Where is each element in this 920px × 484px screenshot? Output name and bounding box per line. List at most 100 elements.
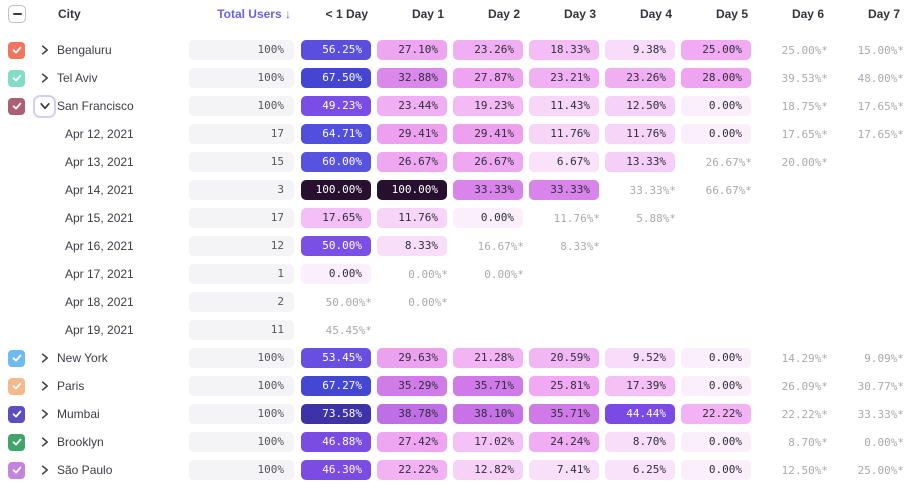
- retention-value-pill[interactable]: 73.58%: [301, 404, 371, 424]
- retention-value-pill[interactable]: 44.44%: [605, 404, 675, 424]
- retention-day-cell: 48.00%*: [833, 64, 909, 92]
- retention-value-pill[interactable]: 22.22%: [377, 460, 447, 480]
- column-header-day4[interactable]: Day 4: [639, 7, 672, 21]
- retention-value-pill[interactable]: 33.33%: [453, 180, 523, 200]
- row-checkbox[interactable]: [8, 405, 25, 423]
- retention-value-pill[interactable]: 46.88%: [301, 432, 371, 452]
- retention-value-pill[interactable]: 25.00%: [681, 40, 751, 60]
- retention-value-pill[interactable]: 29.41%: [453, 124, 523, 144]
- retention-value-pill[interactable]: 0.00%: [681, 432, 751, 452]
- column-header-lt1day[interactable]: < 1 Day: [325, 7, 368, 21]
- retention-value-pill[interactable]: 24.24%: [529, 432, 599, 452]
- column-header-day1[interactable]: Day 1: [411, 7, 444, 21]
- collapse-row-button[interactable]: [33, 94, 56, 118]
- retention-value-pill[interactable]: 9.52%: [605, 348, 675, 368]
- retention-value-pill[interactable]: 8.33%: [377, 236, 447, 256]
- retention-value-pill[interactable]: 18.33%: [529, 40, 599, 60]
- row-checkbox[interactable]: [8, 97, 25, 115]
- retention-value-pill[interactable]: 0.00%: [681, 348, 751, 368]
- retention-value-pill[interactable]: 27.87%: [453, 68, 523, 88]
- expand-row-button[interactable]: [37, 70, 53, 86]
- retention-value-pill[interactable]: 23.26%: [605, 68, 675, 88]
- retention-value-pill[interactable]: 12.82%: [453, 460, 523, 480]
- retention-value-pill[interactable]: 25.81%: [529, 376, 599, 396]
- retention-value-pill[interactable]: 17.65%: [301, 208, 371, 228]
- retention-value-pill[interactable]: 23.44%: [377, 96, 447, 116]
- retention-value-pill[interactable]: 35.71%: [453, 376, 523, 396]
- retention-value-pill[interactable]: 0.00%: [681, 376, 751, 396]
- retention-value-pill[interactable]: 29.63%: [377, 348, 447, 368]
- row-checkbox[interactable]: [8, 433, 25, 451]
- retention-value-pill[interactable]: 11.76%: [377, 208, 447, 228]
- retention-value-pill[interactable]: 49.23%: [301, 96, 371, 116]
- retention-value-pill[interactable]: 38.78%: [377, 404, 447, 424]
- row-checkbox[interactable]: [8, 377, 25, 395]
- retention-value-pill[interactable]: 100.00%: [377, 180, 447, 200]
- checkbox-cell: [8, 148, 32, 176]
- column-header-day3[interactable]: Day 3: [563, 7, 596, 21]
- retention-value-pill[interactable]: 19.23%: [453, 96, 523, 116]
- retention-value-pill[interactable]: 35.29%: [377, 376, 447, 396]
- retention-value-pill[interactable]: 35.71%: [529, 404, 599, 424]
- check-icon: [12, 438, 21, 446]
- expand-row-button[interactable]: [37, 378, 53, 394]
- expand-row-button[interactable]: [37, 42, 53, 58]
- retention-value-pill[interactable]: 21.28%: [453, 348, 523, 368]
- column-header-day7[interactable]: Day 7: [867, 7, 900, 21]
- retention-value-pill[interactable]: 29.41%: [377, 124, 447, 144]
- column-header-day6[interactable]: Day 6: [791, 7, 824, 21]
- retention-value-pill[interactable]: 0.00%: [453, 208, 523, 228]
- expand-row-button[interactable]: [37, 350, 53, 366]
- retention-value-pill[interactable]: 38.10%: [453, 404, 523, 424]
- retention-value-pill[interactable]: 7.41%: [529, 460, 599, 480]
- retention-value-pill[interactable]: 23.21%: [529, 68, 599, 88]
- retention-value-pill[interactable]: 0.00%: [681, 460, 751, 480]
- retention-value-pill[interactable]: 9.38%: [605, 40, 675, 60]
- retention-value-pill[interactable]: 11.76%: [605, 124, 675, 144]
- retention-value-pill[interactable]: 64.71%: [301, 124, 371, 144]
- retention-value-pill[interactable]: 22.22%: [681, 404, 751, 424]
- retention-value-pill[interactable]: 56.25%: [301, 40, 371, 60]
- expand-row-button[interactable]: [37, 462, 53, 478]
- retention-value-pill[interactable]: 33.33%: [529, 180, 599, 200]
- retention-value-pill[interactable]: 28.00%: [681, 68, 751, 88]
- retention-value-pill[interactable]: 12.50%: [605, 96, 675, 116]
- retention-value-pill[interactable]: 23.26%: [453, 40, 523, 60]
- retention-value-pill[interactable]: 6.67%: [529, 152, 599, 172]
- retention-value-pill[interactable]: 26.67%: [453, 152, 523, 172]
- column-header-total-users[interactable]: Total Users ↓: [217, 7, 291, 21]
- retention-value-pill[interactable]: 46.30%: [301, 460, 371, 480]
- expand-row-button[interactable]: [37, 406, 53, 422]
- chevron-right-icon: [41, 465, 48, 475]
- retention-value-pill[interactable]: 67.50%: [301, 68, 371, 88]
- retention-value-pill[interactable]: 27.42%: [377, 432, 447, 452]
- select-all-checkbox[interactable]: [8, 5, 26, 23]
- retention-value-pill[interactable]: 17.39%: [605, 376, 675, 396]
- retention-value-pill[interactable]: 50.00%: [301, 236, 371, 256]
- row-checkbox[interactable]: [8, 461, 25, 479]
- expand-row-button[interactable]: [37, 434, 53, 450]
- retention-value-pill[interactable]: 26.67%: [377, 152, 447, 172]
- retention-value-pill[interactable]: 8.70%: [605, 432, 675, 452]
- retention-value-pill[interactable]: 27.10%: [377, 40, 447, 60]
- retention-value-pill[interactable]: 17.02%: [453, 432, 523, 452]
- retention-value-pill[interactable]: 11.43%: [529, 96, 599, 116]
- retention-value-pill[interactable]: 20.59%: [529, 348, 599, 368]
- retention-value-pill[interactable]: 53.45%: [301, 348, 371, 368]
- retention-value-pill[interactable]: 32.88%: [377, 68, 447, 88]
- retention-value-pill[interactable]: 6.25%: [605, 460, 675, 480]
- row-checkbox[interactable]: [8, 69, 25, 87]
- column-header-city[interactable]: City: [58, 7, 81, 21]
- retention-value-pill[interactable]: 100.00%: [301, 180, 371, 200]
- column-header-day5[interactable]: Day 5: [715, 7, 748, 21]
- retention-value-pill[interactable]: 13.33%: [605, 152, 675, 172]
- retention-value-pill[interactable]: 0.00%: [301, 264, 371, 284]
- row-checkbox[interactable]: [8, 349, 25, 367]
- retention-value-pill[interactable]: 67.27%: [301, 376, 371, 396]
- retention-value-pill[interactable]: 11.76%: [529, 124, 599, 144]
- retention-value-pill[interactable]: 0.00%: [681, 124, 751, 144]
- row-checkbox[interactable]: [8, 41, 25, 59]
- column-header-day2[interactable]: Day 2: [487, 7, 520, 21]
- retention-value-pill[interactable]: 60.00%: [301, 152, 371, 172]
- retention-value-pill[interactable]: 0.00%: [681, 96, 751, 116]
